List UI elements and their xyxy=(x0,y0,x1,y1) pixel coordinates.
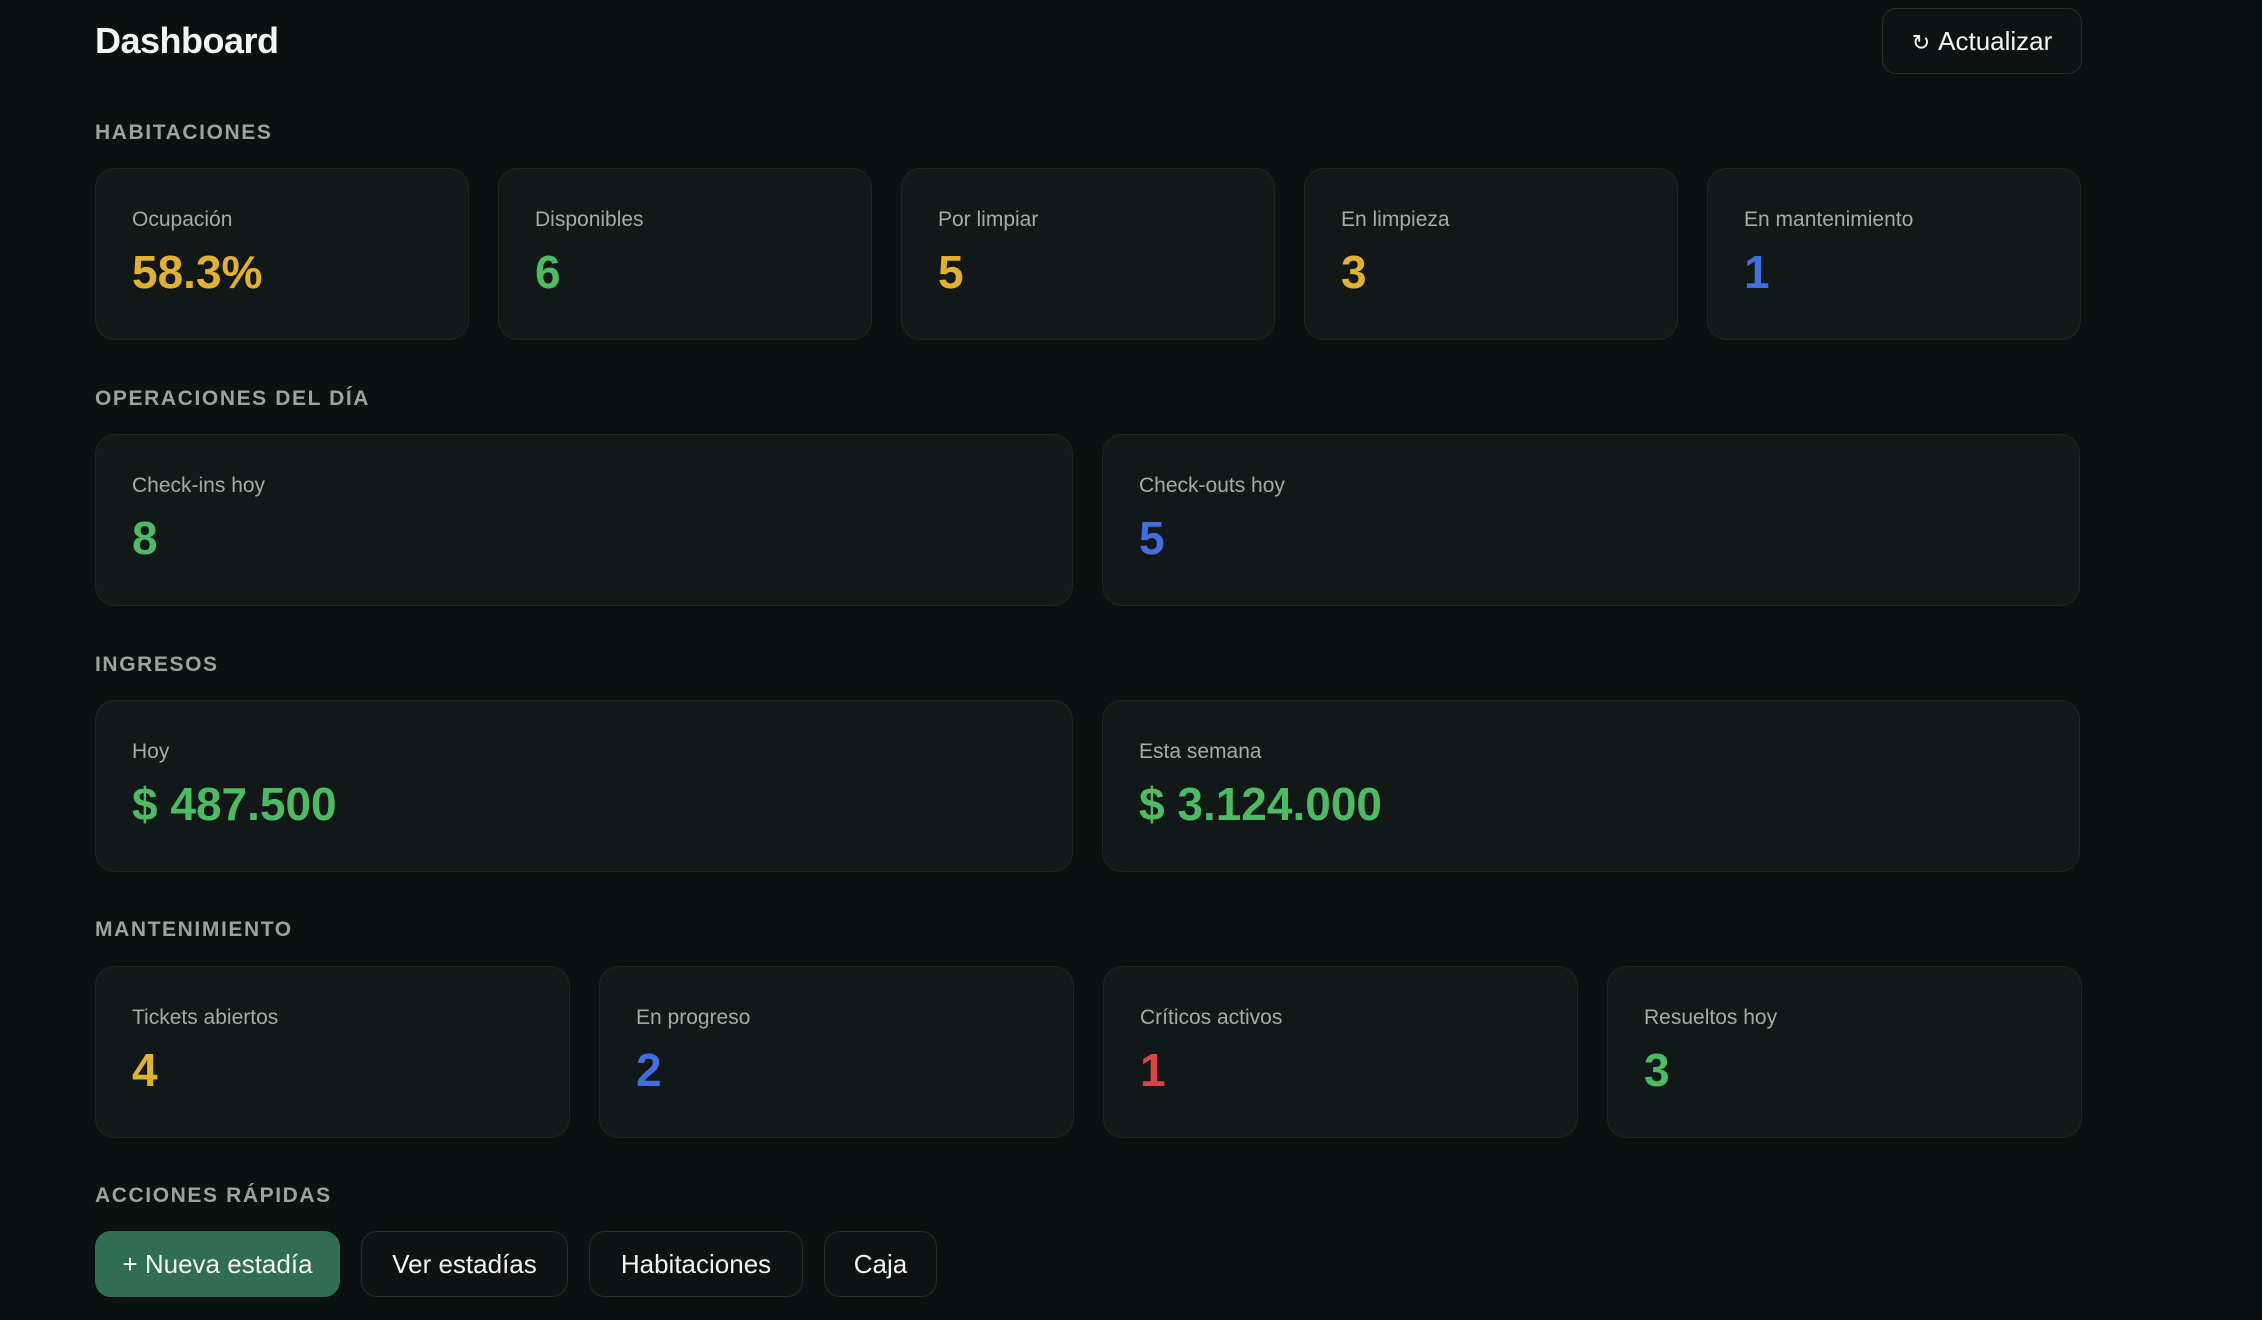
page-title: Dashboard xyxy=(95,20,279,61)
header: Dashboard ↻ Actualizar xyxy=(95,0,2082,82)
section-title-operaciones: OPERACIONES DEL DÍA xyxy=(95,387,371,410)
stat-card-en-progreso: En progreso 2 xyxy=(599,966,1074,1138)
stat-label: Críticos activos xyxy=(1140,1006,1283,1029)
stat-value: 2 xyxy=(636,1044,662,1096)
section-title-habitaciones: HABITACIONES xyxy=(95,121,273,144)
stat-value: 1 xyxy=(1140,1044,1166,1096)
refresh-icon: ↻ xyxy=(1911,30,1931,55)
mantenimiento-grid: Tickets abiertos 4 En progreso 2 Crítico… xyxy=(95,966,2082,1138)
quick-actions: + Nueva estadía Ver estadías Habitacione… xyxy=(95,1231,937,1297)
refresh-button-label: Actualizar xyxy=(1938,25,2053,56)
stat-card-resueltos-hoy: Resueltos hoy 3 xyxy=(1607,966,2082,1138)
stat-card-ingresos-hoy: Hoy $ 487.500 xyxy=(95,700,1073,872)
operaciones-grid: Check-ins hoy 8 Check-outs hoy 5 xyxy=(95,434,2080,606)
stat-label: Check-ins hoy xyxy=(132,474,266,497)
stat-value: 3 xyxy=(1644,1044,1670,1096)
stat-label: En mantenimiento xyxy=(1744,208,1914,231)
stat-label: Por limpiar xyxy=(938,208,1039,231)
stat-value: 5 xyxy=(1139,512,1165,564)
stat-label: En limpieza xyxy=(1341,208,1450,231)
stat-value: $ 3.124.000 xyxy=(1139,778,1383,830)
stat-card-tickets-abiertos: Tickets abiertos 4 xyxy=(95,966,570,1138)
stat-value: 6 xyxy=(535,246,561,298)
refresh-button[interactable]: ↻ Actualizar xyxy=(1882,8,2082,74)
stat-value: 58.3% xyxy=(132,246,263,298)
stat-card-criticos-activos: Críticos activos 1 xyxy=(1103,966,1578,1138)
stat-label: Hoy xyxy=(132,740,170,763)
stat-value: 5 xyxy=(938,246,964,298)
section-title-mantenimiento: MANTENIMIENTO xyxy=(95,918,293,941)
stat-label: Tickets abiertos xyxy=(132,1006,279,1029)
section-title-ingresos: INGRESOS xyxy=(95,653,219,676)
cash-register-button[interactable]: Caja xyxy=(824,1231,937,1297)
stat-value: 3 xyxy=(1341,246,1367,298)
stat-label: Resueltos hoy xyxy=(1644,1006,1778,1029)
stat-card-en-mantenimiento: En mantenimiento 1 xyxy=(1707,168,2081,340)
stat-card-en-limpieza: En limpieza 3 xyxy=(1304,168,1678,340)
stat-label: Disponibles xyxy=(535,208,644,231)
stat-card-check-ins: Check-ins hoy 8 xyxy=(95,434,1073,606)
stat-card-disponibles: Disponibles 6 xyxy=(498,168,872,340)
rooms-button[interactable]: Habitaciones xyxy=(589,1231,803,1297)
stat-value: 1 xyxy=(1744,246,1770,298)
stat-label: En progreso xyxy=(636,1006,751,1029)
stat-label: Esta semana xyxy=(1139,740,1262,763)
stat-value: 8 xyxy=(132,512,158,564)
stat-label: Check-outs hoy xyxy=(1139,474,1285,497)
stat-value: 4 xyxy=(132,1044,158,1096)
stat-card-check-outs: Check-outs hoy 5 xyxy=(1102,434,2080,606)
habitaciones-grid: Ocupación 58.3% Disponibles 6 Por limpia… xyxy=(95,168,2081,340)
stat-label: Ocupación xyxy=(132,208,233,231)
ingresos-grid: Hoy $ 487.500 Esta semana $ 3.124.000 xyxy=(95,700,2080,872)
stat-card-ingresos-semana: Esta semana $ 3.124.000 xyxy=(1102,700,2080,872)
stat-card-ocupacion: Ocupación 58.3% xyxy=(95,168,469,340)
stat-value: $ 487.500 xyxy=(132,778,337,830)
dashboard-container: Dashboard ↻ Actualizar HABITACIONES Ocup… xyxy=(95,0,2082,1297)
new-stay-button[interactable]: + Nueva estadía xyxy=(95,1231,340,1297)
stat-card-por-limpiar: Por limpiar 5 xyxy=(901,168,1275,340)
view-stays-button[interactable]: Ver estadías xyxy=(361,1231,568,1297)
section-title-acciones: ACCIONES RÁPIDAS xyxy=(95,1184,332,1207)
